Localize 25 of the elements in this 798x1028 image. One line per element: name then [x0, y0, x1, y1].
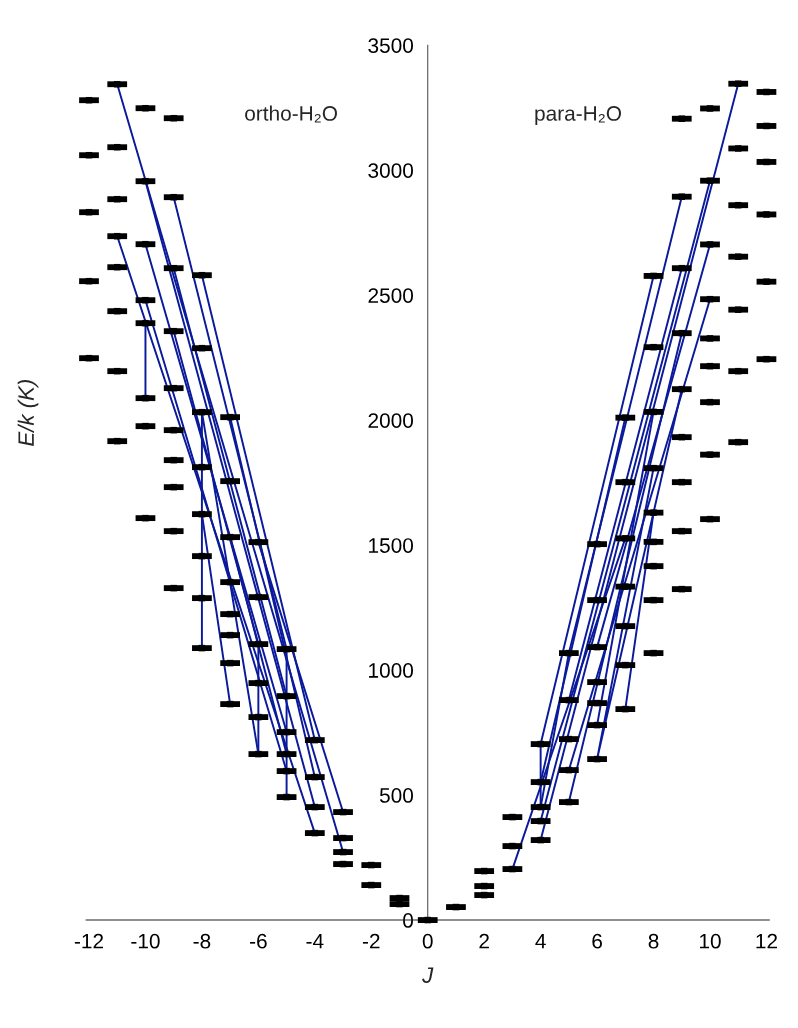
y-tick-label: 2000	[368, 413, 414, 428]
x-tick-label: 0	[422, 933, 433, 949]
y-tick-label: 1000	[369, 663, 414, 678]
y-tick-label: 3500	[368, 38, 414, 53]
x-tick-label: -2	[362, 933, 380, 949]
x-tick-label: -12	[74, 933, 104, 949]
x-tick-label: 4	[535, 934, 546, 949]
x-axis-title: J	[422, 967, 434, 983]
annotation: para-H₂O	[535, 106, 621, 125]
y-tick-label: 0	[403, 913, 414, 928]
x-tick-label: 8	[648, 933, 659, 949]
y-tick-label: 3000	[368, 163, 414, 178]
y-tick-label: 500	[379, 788, 414, 803]
y-tick-label: 1500	[369, 538, 414, 553]
y-axis-title: E/k (K)	[17, 380, 39, 446]
x-tick-label: 10	[700, 933, 721, 949]
x-tick-label: -6	[250, 933, 267, 949]
x-tick-label: 6	[592, 933, 602, 949]
x-tick-label: 12	[756, 933, 777, 949]
x-tick-label: -4	[306, 934, 324, 949]
annotation: ortho-H₂O	[245, 105, 337, 123]
x-tick-label: -10	[131, 933, 160, 949]
x-tick-label: 2	[479, 933, 489, 949]
x-tick-label: -8	[193, 933, 211, 949]
y-tick-label: 2500	[368, 288, 414, 303]
